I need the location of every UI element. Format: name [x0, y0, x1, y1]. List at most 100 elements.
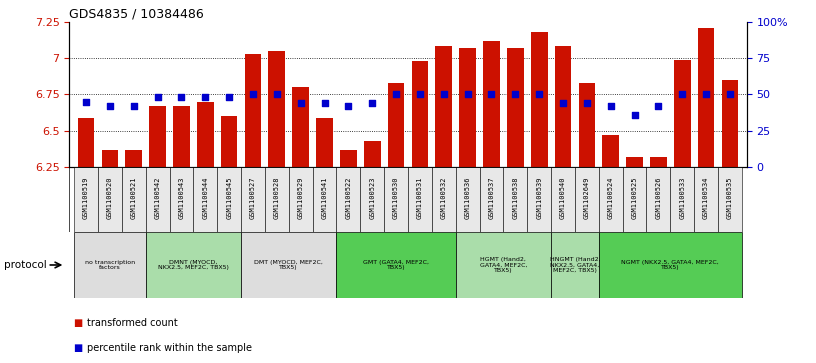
Bar [336, 232, 455, 298]
Bar [670, 167, 694, 232]
Bar [694, 167, 718, 232]
Bar [459, 48, 476, 167]
Text: NGMT (NKX2.5, GATA4, MEF2C,
TBX5): NGMT (NKX2.5, GATA4, MEF2C, TBX5) [622, 260, 719, 270]
Point [628, 112, 641, 118]
Point [270, 91, 283, 97]
Point [127, 103, 140, 109]
Bar [599, 232, 742, 298]
Point [414, 91, 427, 97]
Point [676, 91, 689, 97]
Text: transformed count: transformed count [87, 318, 178, 328]
Bar [74, 232, 146, 298]
Text: GSM1100522: GSM1100522 [345, 177, 352, 219]
Text: percentile rank within the sample: percentile rank within the sample [87, 343, 252, 353]
Text: GSM1100543: GSM1100543 [179, 177, 184, 219]
Point [485, 91, 498, 97]
Text: GSM1100526: GSM1100526 [655, 177, 662, 219]
Bar [531, 32, 548, 167]
Text: GSM1100535: GSM1100535 [727, 177, 733, 219]
Text: GSM1100534: GSM1100534 [703, 177, 709, 219]
Text: GDS4835 / 10384486: GDS4835 / 10384486 [69, 8, 204, 21]
Bar [507, 48, 524, 167]
Text: GMT (GATA4, MEF2C,
TBX5): GMT (GATA4, MEF2C, TBX5) [363, 260, 429, 270]
Bar [241, 167, 265, 232]
Point [104, 103, 117, 109]
Bar [149, 106, 166, 167]
Point [223, 94, 236, 100]
Bar [170, 167, 193, 232]
Point [533, 91, 546, 97]
Bar [126, 150, 142, 167]
Bar [217, 167, 241, 232]
Bar [146, 167, 170, 232]
Bar [361, 167, 384, 232]
Bar [197, 102, 214, 167]
Bar [436, 46, 452, 167]
Bar [265, 167, 289, 232]
Text: GSM1100536: GSM1100536 [464, 177, 471, 219]
Point [509, 91, 522, 97]
Text: GSM1100540: GSM1100540 [560, 177, 566, 219]
Point [557, 100, 570, 106]
Point [699, 91, 712, 97]
Bar [173, 106, 190, 167]
Text: DMNT (MYOCD,
NKX2.5, MEF2C, TBX5): DMNT (MYOCD, NKX2.5, MEF2C, TBX5) [158, 260, 228, 270]
Bar [340, 150, 357, 167]
Text: ■: ■ [73, 318, 82, 328]
Bar [599, 167, 623, 232]
Bar [193, 167, 217, 232]
Point [342, 103, 355, 109]
Text: GSM1100530: GSM1100530 [393, 177, 399, 219]
Text: GSM1100519: GSM1100519 [83, 177, 89, 219]
Bar [101, 150, 118, 167]
Point [461, 91, 474, 97]
Bar [718, 167, 742, 232]
Bar [74, 167, 98, 232]
Bar [316, 118, 333, 167]
Point [437, 91, 450, 97]
Bar [698, 28, 715, 167]
Point [246, 91, 259, 97]
Bar [268, 51, 285, 167]
Text: GSM1100520: GSM1100520 [107, 177, 113, 219]
Bar [78, 118, 95, 167]
Bar [503, 167, 527, 232]
Text: GSM1100544: GSM1100544 [202, 177, 208, 219]
Bar [602, 135, 619, 167]
Bar [336, 167, 361, 232]
Bar [384, 167, 408, 232]
Point [389, 91, 402, 97]
Text: GSM1100527: GSM1100527 [250, 177, 256, 219]
Text: protocol: protocol [4, 260, 47, 270]
Bar [483, 41, 500, 167]
Bar [646, 167, 670, 232]
Text: HGMT (Hand2,
GATA4, MEF2C,
TBX5): HGMT (Hand2, GATA4, MEF2C, TBX5) [480, 257, 527, 273]
Bar [221, 116, 237, 167]
Bar [432, 167, 455, 232]
Bar [289, 167, 313, 232]
Bar [313, 167, 336, 232]
Text: GSM1100545: GSM1100545 [226, 177, 232, 219]
Bar [623, 167, 646, 232]
Point [580, 100, 593, 106]
Text: GSM1100523: GSM1100523 [369, 177, 375, 219]
Text: GSM1100542: GSM1100542 [154, 177, 161, 219]
Text: GSM1100525: GSM1100525 [632, 177, 637, 219]
Point [652, 103, 665, 109]
Bar [292, 87, 309, 167]
Bar [575, 167, 599, 232]
Text: GSM1100538: GSM1100538 [512, 177, 518, 219]
Bar [579, 83, 595, 167]
Text: GSM1100531: GSM1100531 [417, 177, 423, 219]
Bar [245, 54, 261, 167]
Bar [411, 61, 428, 167]
Bar [455, 167, 480, 232]
Bar [388, 83, 405, 167]
Point [366, 100, 379, 106]
Point [79, 99, 92, 105]
Bar [551, 167, 575, 232]
Point [318, 100, 331, 106]
Bar [721, 80, 738, 167]
Text: no transcription
factors: no transcription factors [85, 260, 135, 270]
Point [294, 100, 307, 106]
